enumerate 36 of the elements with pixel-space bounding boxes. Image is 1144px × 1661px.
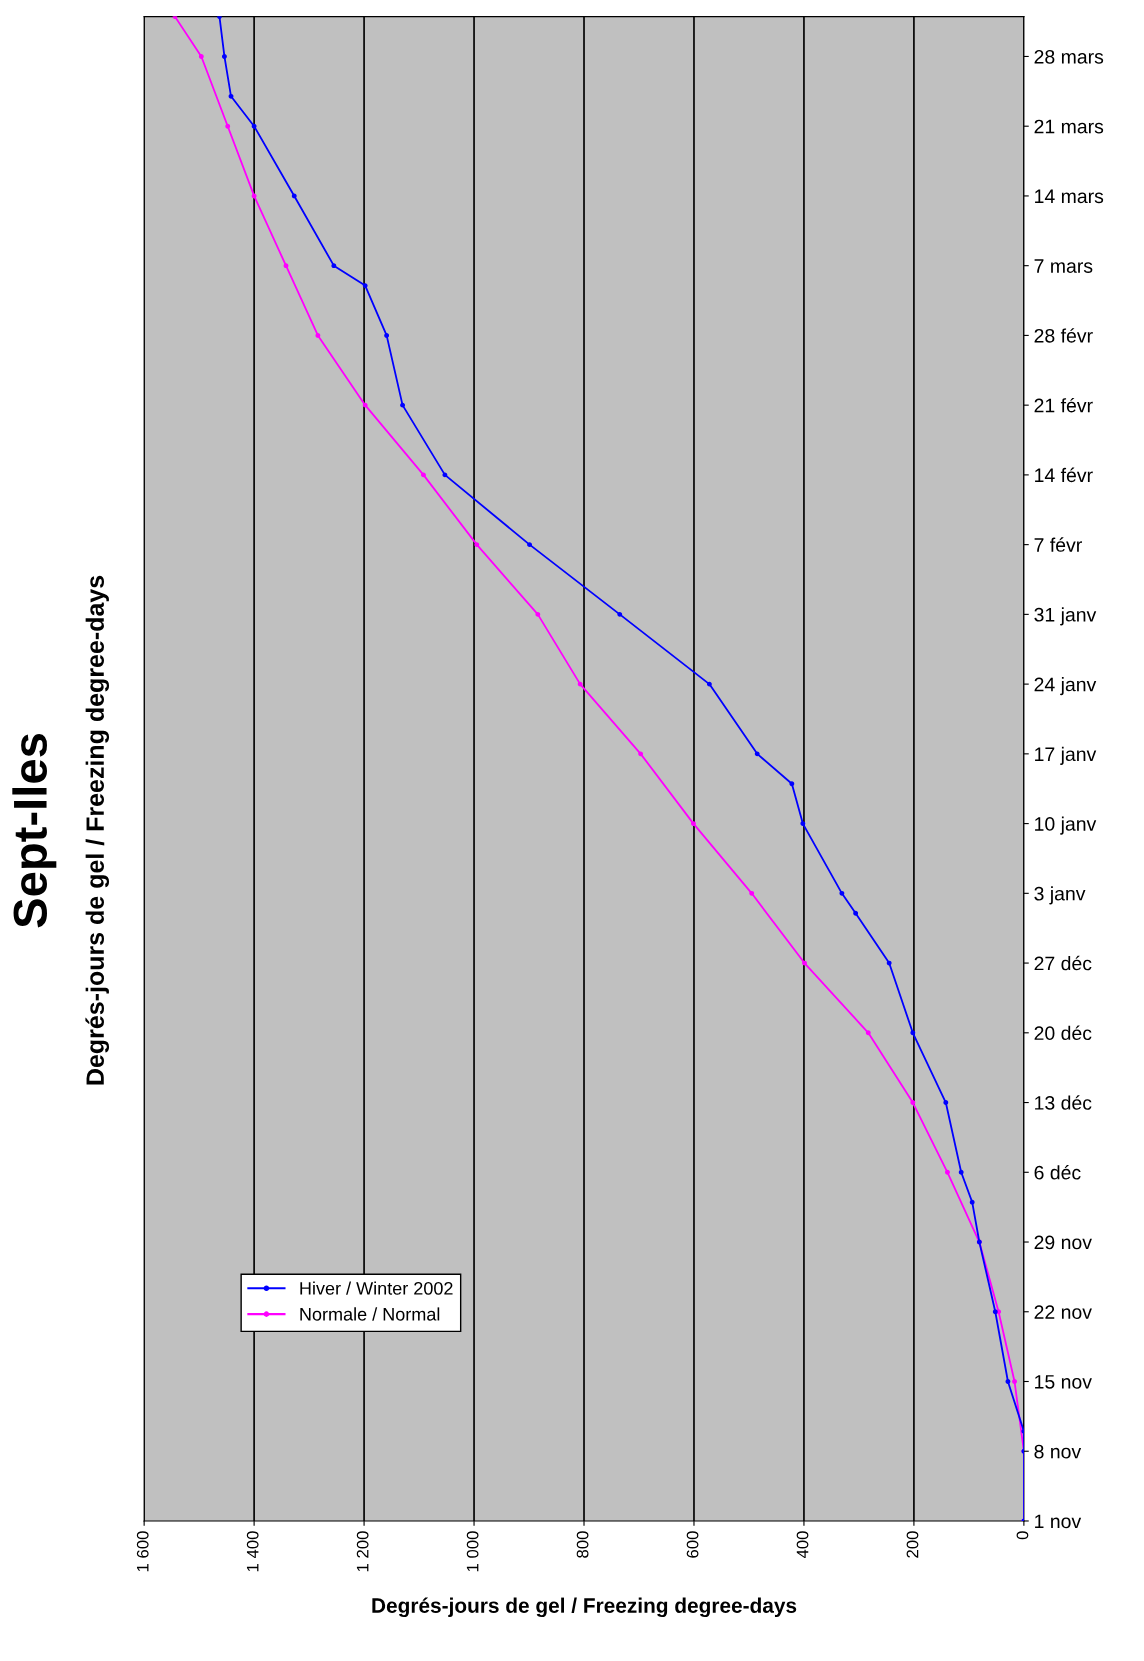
y-tick-label: 28 févr xyxy=(1034,328,1093,343)
legend-label: Normale / Normal xyxy=(300,1307,440,1321)
y-tick-label: 3 janv xyxy=(1034,886,1086,905)
x-tick-label: 800 xyxy=(576,1531,589,1558)
text: Sept-Iles xyxy=(12,734,57,928)
x-tick-label: 600 xyxy=(686,1531,699,1558)
y-tick-label: 27 déc xyxy=(1034,955,1092,971)
y-tick-label: 15 nov xyxy=(1035,1375,1092,1389)
y-tick-label: 31 janv xyxy=(1034,607,1097,626)
x-tick-label: 200 xyxy=(906,1531,919,1558)
x-tick-label: 1 200 xyxy=(356,1531,369,1572)
y-tick-label: 14 mars xyxy=(1035,189,1104,204)
y-tick-label: 17 janv xyxy=(1035,746,1097,765)
y-tick-label: 28 mars xyxy=(1034,49,1104,64)
y-tick-label: 29 nov xyxy=(1034,1235,1092,1250)
x-tick-label: 1 400 xyxy=(246,1531,259,1572)
y-tick-label: 21 févr xyxy=(1034,397,1093,413)
y-tick-label: 6 déc xyxy=(1034,1165,1081,1180)
y-tick-label: 1 nov xyxy=(1035,1514,1082,1529)
y-tick-label: 21 mars xyxy=(1034,119,1104,134)
y-tick-label: 20 déc xyxy=(1034,1025,1092,1041)
x-tick-label: 1 600 xyxy=(136,1531,149,1572)
x-tick-label: 400 xyxy=(796,1531,809,1559)
y-tick-label: 7 mars xyxy=(1034,259,1093,273)
legend-label: Hiver / Winter 2002 xyxy=(300,1281,453,1295)
y-tick-label: 8 nov xyxy=(1034,1444,1082,1459)
y-tick-label: 13 déc xyxy=(1035,1095,1092,1110)
text: Degrés-jours de gel / Freezing degree-days xyxy=(85,575,110,1085)
x-tick-label: 0 xyxy=(1016,1531,1029,1540)
y-tick-label: 10 janv xyxy=(1035,816,1097,835)
x-tick-label: 1 000 xyxy=(466,1531,479,1572)
y-tick-label: 7 févr xyxy=(1034,537,1082,552)
x-axis-title: Degrés-jours de gel / Freezing degree-days xyxy=(372,1597,797,1618)
y-tick-label: 22 nov xyxy=(1034,1305,1092,1319)
y-tick-label: 14 févr xyxy=(1035,467,1093,483)
y-tick-label: 24 janv xyxy=(1034,677,1097,696)
